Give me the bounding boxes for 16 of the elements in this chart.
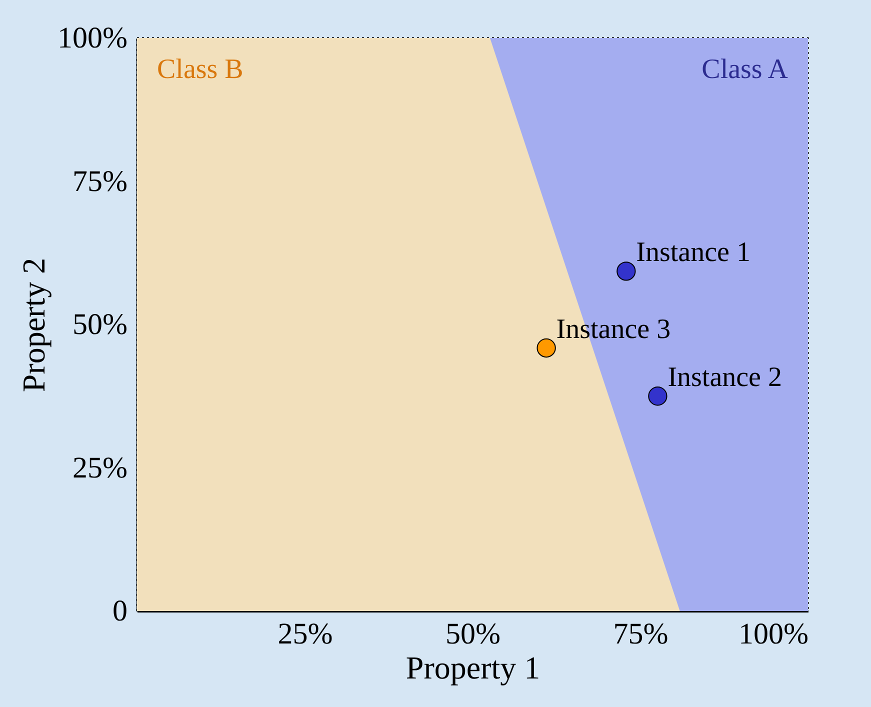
x-tick-label: 100% (738, 618, 808, 650)
annotation: Instance 1 (636, 237, 750, 268)
y-axis-title: Property 2 (16, 258, 52, 392)
x-tick-label: 75% (613, 618, 668, 650)
series-label: Class A (702, 54, 789, 85)
y-tick-label: 75% (72, 164, 128, 198)
y-tick-label: 0 (112, 594, 128, 628)
y-tick-label: 100% (58, 22, 128, 54)
x-tick-label: 25% (278, 618, 333, 650)
y-tick-label: 25% (72, 451, 128, 484)
annotation: Instance 3 (556, 314, 671, 345)
x-axis-title: Property 1 (406, 650, 540, 686)
annotation: Instance 2 (668, 362, 782, 394)
series-label: Class B (157, 54, 244, 85)
x-tick-label: 50% (446, 618, 500, 650)
y-tick-label: 50% (72, 308, 128, 341)
